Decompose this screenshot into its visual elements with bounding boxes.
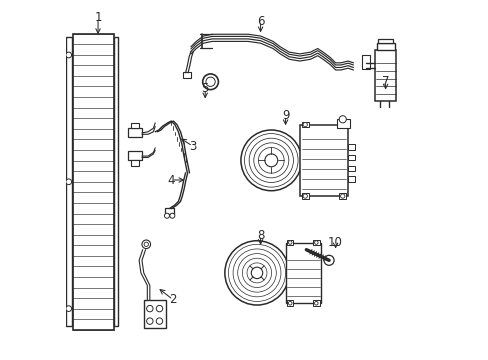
Circle shape — [253, 143, 288, 178]
Circle shape — [248, 138, 293, 183]
Circle shape — [314, 301, 317, 305]
Circle shape — [237, 253, 276, 292]
Bar — [165, 207, 174, 214]
Circle shape — [288, 301, 291, 305]
Text: 7: 7 — [381, 75, 388, 88]
Circle shape — [146, 318, 153, 324]
Circle shape — [66, 52, 71, 58]
Bar — [347, 144, 354, 150]
Bar — [130, 123, 139, 128]
Text: 1: 1 — [94, 11, 102, 24]
Bar — [128, 128, 142, 137]
Bar — [339, 122, 346, 127]
Bar — [301, 122, 308, 127]
Circle shape — [339, 116, 346, 123]
Bar — [183, 72, 190, 78]
Bar — [376, 43, 394, 50]
Bar — [337, 119, 349, 128]
Bar — [313, 300, 319, 306]
Text: 3: 3 — [189, 140, 196, 153]
Circle shape — [251, 267, 262, 279]
Circle shape — [228, 244, 285, 301]
Circle shape — [324, 255, 333, 265]
Circle shape — [66, 179, 71, 185]
Circle shape — [303, 122, 307, 127]
Circle shape — [242, 258, 271, 288]
Bar — [287, 300, 293, 306]
Bar — [347, 166, 354, 171]
Circle shape — [203, 74, 218, 90]
Circle shape — [66, 306, 71, 311]
Circle shape — [169, 213, 175, 218]
Text: 2: 2 — [169, 293, 177, 306]
Circle shape — [164, 213, 169, 218]
Bar — [128, 152, 142, 160]
Circle shape — [233, 249, 281, 297]
Circle shape — [340, 194, 344, 198]
Bar — [130, 160, 139, 166]
Circle shape — [205, 77, 215, 86]
Bar — [347, 176, 354, 182]
Bar — [144, 300, 165, 328]
Bar — [287, 240, 293, 246]
Circle shape — [246, 263, 266, 283]
Circle shape — [340, 122, 344, 127]
Text: 6: 6 — [256, 14, 264, 27]
Circle shape — [244, 134, 298, 187]
Circle shape — [241, 130, 301, 191]
Circle shape — [144, 242, 148, 247]
Circle shape — [258, 148, 284, 173]
Text: 10: 10 — [327, 236, 342, 249]
Bar — [378, 39, 392, 43]
Text: 8: 8 — [256, 229, 264, 242]
Bar — [114, 37, 118, 327]
Text: 9: 9 — [281, 109, 289, 122]
Circle shape — [146, 305, 153, 312]
Bar — [65, 37, 72, 327]
Circle shape — [156, 318, 163, 324]
Text: 4: 4 — [167, 174, 175, 186]
Bar — [374, 50, 395, 102]
Text: 5: 5 — [201, 82, 208, 95]
Bar — [362, 55, 369, 69]
Circle shape — [156, 305, 163, 312]
Circle shape — [303, 194, 307, 198]
Circle shape — [264, 154, 277, 167]
Bar — [301, 193, 308, 199]
Circle shape — [288, 241, 291, 244]
Circle shape — [142, 240, 150, 249]
Circle shape — [314, 241, 317, 244]
Bar — [285, 243, 321, 303]
Bar — [73, 33, 114, 330]
Bar — [347, 155, 354, 160]
Bar — [339, 193, 346, 199]
Circle shape — [224, 241, 288, 305]
Bar — [299, 125, 347, 196]
Bar — [313, 240, 319, 246]
